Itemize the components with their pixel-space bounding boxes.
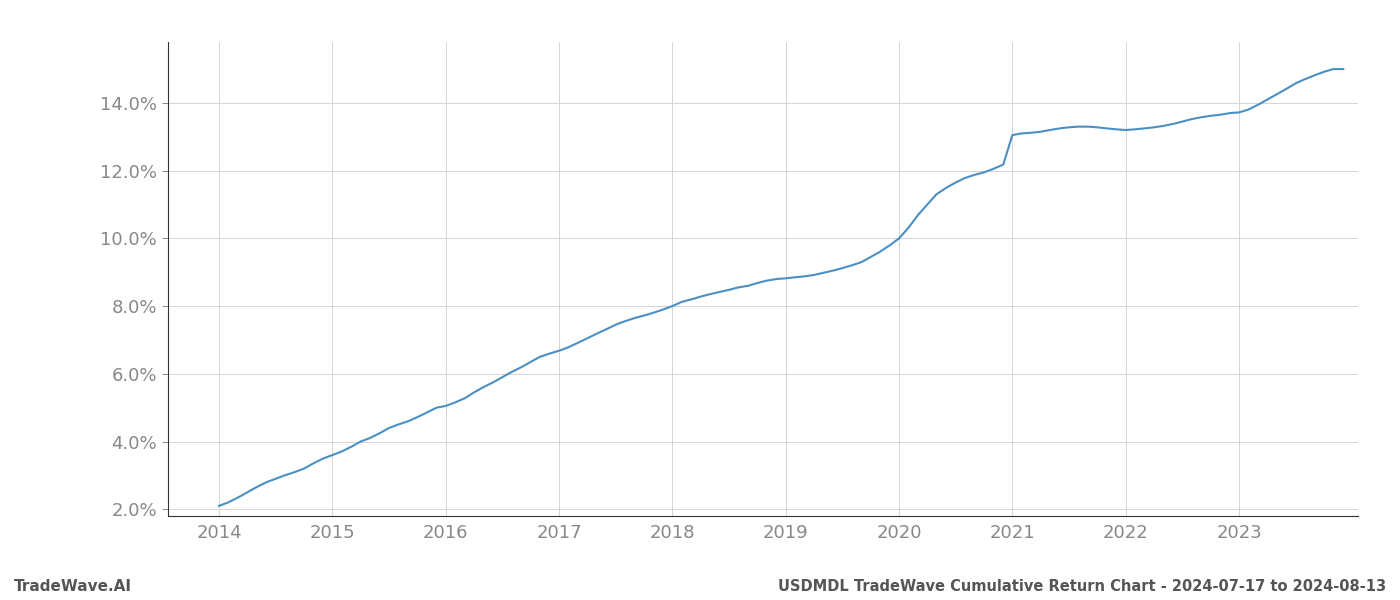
Text: USDMDL TradeWave Cumulative Return Chart - 2024-07-17 to 2024-08-13: USDMDL TradeWave Cumulative Return Chart… bbox=[778, 579, 1386, 594]
Text: TradeWave.AI: TradeWave.AI bbox=[14, 579, 132, 594]
